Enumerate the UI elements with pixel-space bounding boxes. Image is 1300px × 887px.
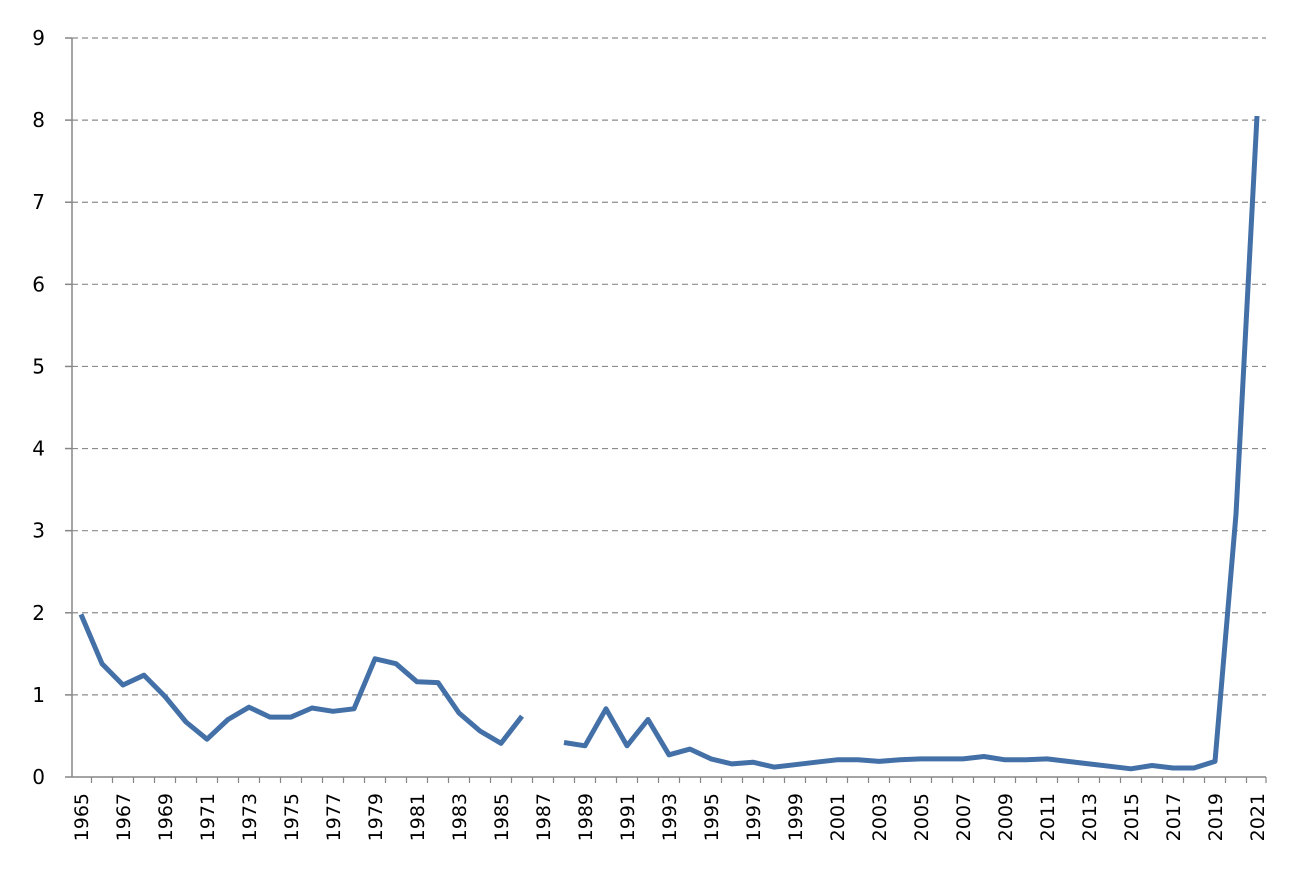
series-line: [78, 613, 524, 746]
x-tick-label: 1981: [407, 793, 429, 841]
x-tick-label: 2021: [1247, 793, 1269, 841]
x-tick-label-group: 2007: [953, 793, 975, 841]
x-tick-label-group: 2009: [995, 793, 1017, 841]
x-tick-label-group: 2013: [1079, 793, 1101, 841]
x-tick-label: 1997: [743, 793, 765, 841]
x-tick-label-group: 1973: [239, 793, 261, 841]
x-tick-label-group: 2019: [1205, 793, 1227, 841]
x-tick-label: 1991: [617, 793, 639, 841]
x-tick-label-group: 1985: [491, 793, 513, 841]
x-tick-label-group: 2017: [1163, 793, 1185, 841]
x-tick-label: 1969: [155, 793, 177, 841]
x-tick-label-group: 1977: [323, 793, 345, 841]
x-tick-label: 2001: [827, 793, 849, 841]
axes: [65, 37, 1267, 783]
x-tick-label: 1987: [533, 793, 555, 841]
x-tick-label-group: 1965: [71, 793, 93, 841]
x-tick-label-group: 1979: [365, 793, 387, 841]
x-tick-label-group: 2003: [869, 793, 891, 841]
x-tick-label-group: 1975: [281, 793, 303, 841]
x-tick-label: 1995: [701, 793, 723, 841]
x-tick-label: 1967: [113, 793, 135, 841]
y-tick-label: 7: [32, 190, 45, 214]
series-line: [563, 115, 1260, 772]
x-tick-label-group: 2001: [827, 793, 849, 841]
x-tick-label-group: 1991: [617, 793, 639, 841]
x-tick-label-group: 1969: [155, 793, 177, 841]
x-tick-label: 1971: [197, 793, 219, 841]
y-tick-label: 4: [32, 437, 45, 461]
x-tick-label: 2013: [1079, 793, 1101, 841]
x-tick-label: 1975: [281, 793, 303, 841]
x-tick-label: 1999: [785, 793, 807, 841]
x-tick-labels: 1965 1967 1969 1971 1973 1975 1977 1979 1981 1983…: [71, 793, 1269, 841]
x-tick-label-group: 1967: [113, 793, 135, 841]
x-tick-label: 1983: [449, 793, 471, 841]
y-tick-label: 1: [32, 683, 45, 707]
x-tick-label: 2015: [1121, 793, 1143, 841]
x-tick-label: 1985: [491, 793, 513, 841]
y-tick-label: 8: [32, 108, 45, 132]
y-tick-label: 2: [32, 601, 45, 625]
series: [78, 115, 1260, 772]
x-tick-label-group: 1999: [785, 793, 807, 841]
y-tick-label: 3: [32, 519, 45, 543]
x-tick-label: 1965: [71, 793, 93, 841]
y-tick-label: 9: [32, 26, 45, 50]
x-tick-label-group: 1995: [701, 793, 723, 841]
x-tick-label: 2019: [1205, 793, 1227, 841]
x-tick-label-group: 2015: [1121, 793, 1143, 841]
x-tick-label: 1973: [239, 793, 261, 841]
y-tick-label: 0: [32, 765, 45, 789]
gridlines: [72, 37, 1266, 696]
y-tick-labels: 0 1 2 3 4 5 6 7 8 9: [32, 26, 45, 789]
x-tick-label-group: 1971: [197, 793, 219, 841]
x-tick-label-group: 2011: [1037, 793, 1059, 841]
x-tick-label: 2003: [869, 793, 891, 841]
x-tick-label-group: 1993: [659, 793, 681, 841]
y-tick-label: 5: [32, 354, 45, 378]
x-tick-label-group: 1997: [743, 793, 765, 841]
x-tick-label: 2011: [1037, 793, 1059, 841]
x-tick-label: 2005: [911, 793, 933, 841]
y-tick-label: 6: [32, 272, 45, 296]
x-tick-label: 1979: [365, 793, 387, 841]
x-tick-label: 2017: [1163, 793, 1185, 841]
x-tick-label: 2009: [995, 793, 1017, 841]
x-tick-label-group: 2005: [911, 793, 933, 841]
x-tick-label-group: 1987: [533, 793, 555, 841]
x-tick-label-group: 1989: [575, 793, 597, 841]
x-tick-label: 1993: [659, 793, 681, 841]
x-tick-label-group: 1983: [449, 793, 471, 841]
x-tick-label: 2007: [953, 793, 975, 841]
x-tick-label-group: 2021: [1247, 793, 1269, 841]
x-tick-label: 1977: [323, 793, 345, 841]
x-tick-label: 1989: [575, 793, 597, 841]
x-tick-label-group: 1981: [407, 793, 429, 841]
